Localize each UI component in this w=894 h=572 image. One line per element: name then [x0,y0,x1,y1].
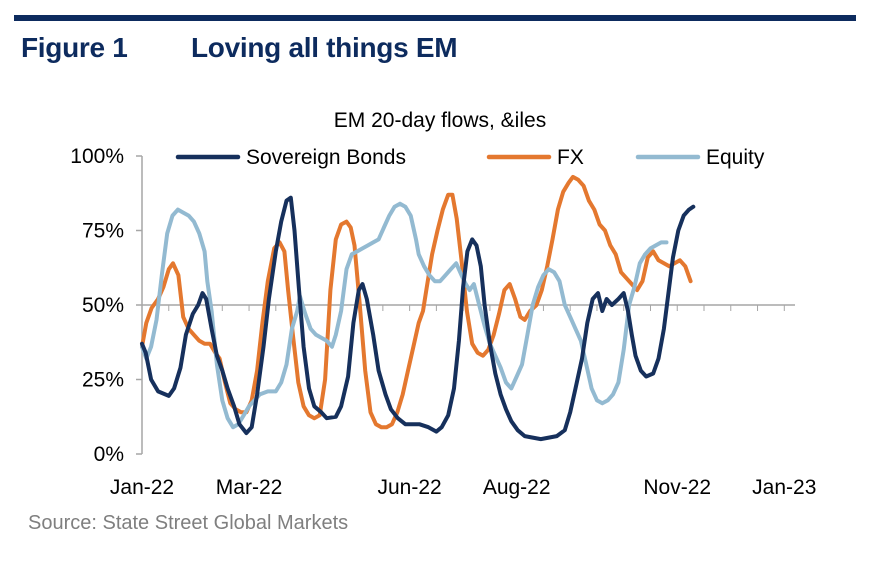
top-rule [14,15,856,21]
figure-label: Figure 1 [21,32,128,63]
x-tick-label: Nov-22 [643,476,711,499]
y-tick-label: 25% [82,369,124,392]
legend-item-fx: FX [486,146,584,169]
y-tick-label: 75% [82,220,124,243]
legend-label: Equity [706,146,765,169]
equity-line [140,201,669,430]
legend-label: Sovereign Bonds [246,146,406,169]
source-note: Source: State Street Global Markets [28,512,349,534]
x-tick-label: Aug-22 [483,476,551,499]
y-tick-label: 0% [94,443,124,466]
y-tick-label: 50% [82,294,124,317]
y-tick-label: 100% [70,145,124,168]
figure-title: Loving all things EM [191,32,458,63]
chart-legend: Sovereign Bonds FX Equity [175,146,765,169]
legend-item-sovereign-bonds: Sovereign Bonds [175,146,406,169]
chart-title: EM 20-day flows, &iles [334,109,546,132]
legend-item-equity: Equity [635,146,765,169]
x-tick-label: Jan-23 [752,476,816,499]
x-tick-label: Mar-22 [216,476,283,499]
chart-axes: 0% 25% 50% 75% 100% Jan-22 Mar-22 Jun-22 Aug-22 N… [70,145,816,499]
legend-label: FX [557,146,584,169]
sovereign-bonds-line [140,195,696,442]
x-tick-label: Jun-22 [378,476,442,499]
chart-series [140,174,696,442]
line-chart: EM 20-day flows, &iles 0% 25% 50% 75% 100% Ja… [70,109,816,499]
x-tick-label: Jan-22 [110,476,174,499]
